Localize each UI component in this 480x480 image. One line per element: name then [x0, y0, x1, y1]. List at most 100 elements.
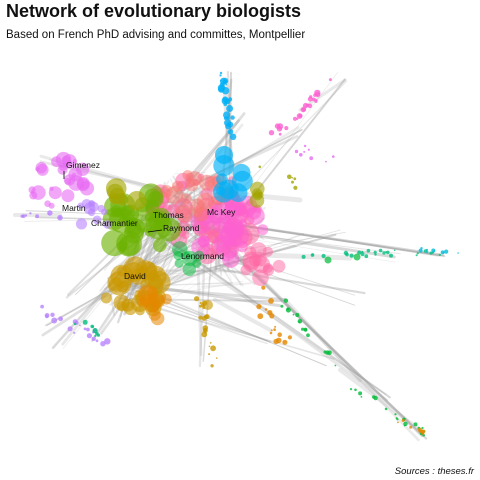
network-node — [425, 248, 429, 251]
chart-subtitle: Based on French PhD advising and committ… — [6, 29, 306, 41]
network-node — [264, 308, 268, 311]
network-node — [165, 186, 184, 205]
network-node — [61, 155, 71, 165]
network-node — [286, 307, 290, 311]
network-node — [73, 322, 77, 326]
network-edge — [338, 368, 422, 432]
network-node — [276, 337, 282, 344]
network-node — [280, 304, 284, 308]
network-node — [121, 298, 135, 312]
network-node — [268, 130, 275, 136]
network-node — [258, 165, 262, 169]
network-node — [395, 417, 398, 420]
node-label: David — [124, 271, 146, 281]
network-node — [229, 133, 237, 140]
network-node — [116, 230, 142, 257]
network-node — [325, 160, 327, 163]
network-node — [103, 220, 112, 229]
network-node — [252, 251, 267, 267]
network-node — [22, 215, 25, 217]
network-node — [360, 396, 363, 398]
network-node — [75, 218, 88, 230]
network-node — [321, 253, 326, 259]
network-node — [208, 345, 211, 348]
network-node — [403, 424, 406, 427]
chart-caption: Sources : theses.fr — [394, 466, 474, 477]
network-node — [132, 205, 160, 233]
network-node — [418, 248, 423, 253]
network-edge — [213, 298, 272, 332]
network-node — [50, 312, 55, 317]
network-node — [357, 250, 362, 255]
network-node — [246, 206, 265, 225]
network-node — [332, 155, 335, 158]
network-node — [225, 83, 228, 86]
network-node — [292, 116, 298, 121]
network-edge — [215, 267, 366, 295]
network-node — [313, 93, 317, 97]
network-node — [64, 178, 72, 185]
network-node — [421, 426, 424, 430]
network-node — [228, 97, 233, 102]
network-node — [72, 319, 78, 325]
network-node — [215, 146, 233, 164]
network-node — [272, 259, 286, 273]
network-edge — [222, 233, 337, 267]
network-node — [389, 253, 393, 258]
network-node — [303, 328, 308, 332]
network-node — [378, 248, 383, 253]
network-node — [249, 193, 265, 208]
network-node — [295, 312, 300, 318]
network-node — [386, 250, 390, 255]
network-node — [301, 107, 307, 112]
network-edge — [283, 298, 362, 382]
network-node — [278, 132, 282, 136]
network-node — [394, 413, 397, 416]
network-node — [358, 391, 363, 396]
network-node — [88, 200, 96, 208]
network-node — [354, 388, 357, 392]
node-label: Mc Key — [207, 207, 236, 217]
network-edge — [233, 223, 444, 257]
network-node — [307, 148, 310, 151]
network-node — [274, 123, 281, 129]
network-node — [194, 250, 205, 261]
network-node — [202, 325, 209, 331]
network-node — [95, 339, 99, 343]
network-node — [303, 150, 306, 153]
network-node — [45, 314, 49, 319]
network-node — [457, 252, 459, 254]
network-node — [182, 251, 191, 260]
network-node — [310, 253, 315, 257]
network-node — [261, 285, 266, 290]
network-node — [385, 251, 387, 253]
network-node — [150, 311, 165, 326]
network-node — [296, 113, 303, 119]
network-node — [421, 429, 426, 434]
network-node — [413, 422, 418, 427]
network-node — [309, 156, 314, 161]
network-node — [96, 333, 101, 337]
network-node — [198, 304, 202, 308]
network-node — [210, 345, 217, 352]
network-node — [416, 252, 419, 255]
network-node — [223, 116, 228, 120]
network-node — [270, 329, 273, 332]
network-edge — [233, 223, 446, 257]
network-node — [421, 432, 424, 435]
network-node — [401, 418, 405, 422]
node-label: Martin — [62, 203, 86, 213]
network-node — [397, 421, 399, 424]
network-node — [86, 327, 90, 332]
network-node — [151, 294, 166, 308]
network-node — [227, 129, 234, 135]
network-node — [219, 71, 223, 75]
network-node — [256, 304, 262, 310]
network-node — [79, 324, 81, 327]
label-layer: Gimenez Martin Charmantier Thomas Raymond Mc … — [62, 160, 236, 281]
network-node — [372, 395, 376, 399]
network-node — [426, 251, 429, 254]
network-node — [210, 364, 214, 368]
network-node — [104, 338, 111, 345]
